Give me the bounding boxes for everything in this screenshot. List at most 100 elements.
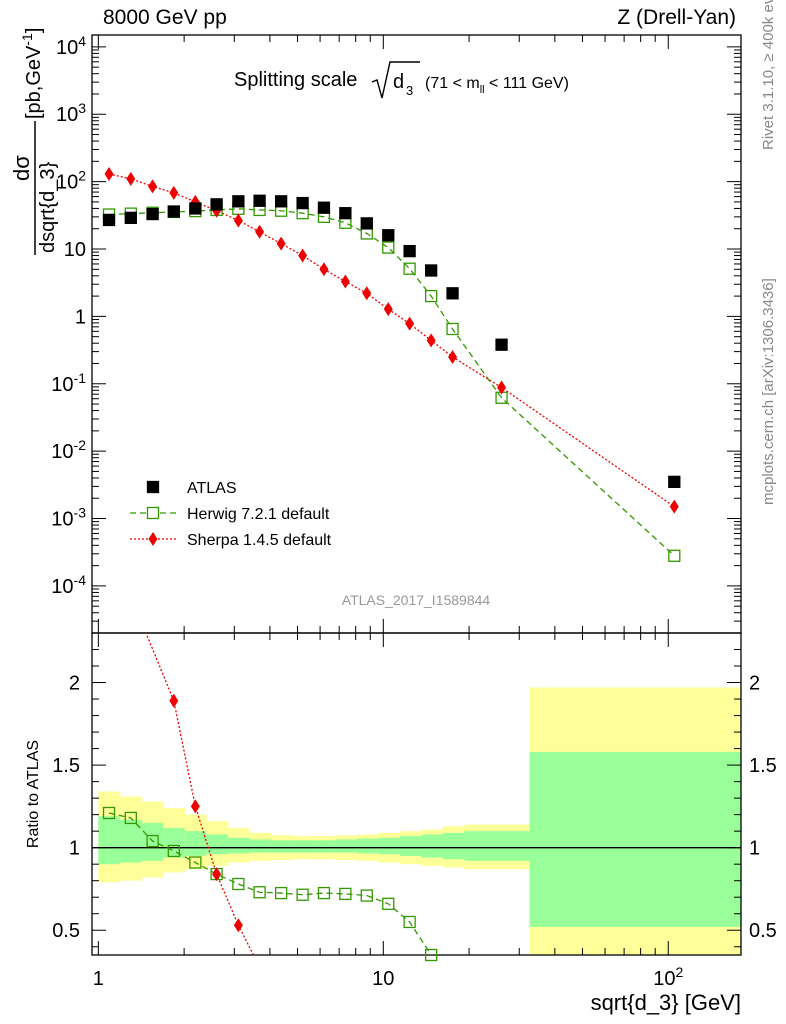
band-inner [529, 751, 741, 927]
y-tick-label: 10-1 [51, 370, 86, 396]
sherpa-point [362, 286, 372, 301]
ratio-sherpa-point [212, 867, 222, 882]
header-right: Z (Drell-Yan) [617, 6, 736, 29]
ratio-sherpa-point [169, 693, 179, 708]
ratio-herwig-point [253, 886, 266, 899]
atlas-point [253, 194, 266, 207]
atlas-point [424, 264, 438, 277]
band-inner [464, 831, 531, 861]
ratio-herwig-point [339, 887, 352, 901]
ratio-herwig-point [317, 886, 331, 900]
band-inner [378, 837, 401, 855]
ratio-y-tick-label-right: 1.5 [749, 755, 777, 777]
y-tick-label: 104 [56, 33, 86, 59]
band-inner [313, 840, 336, 853]
x-tick-label: 102 [653, 964, 683, 990]
legend-herwig-marker [146, 506, 160, 520]
sherpa-point [448, 349, 458, 364]
sherpa-point [426, 333, 436, 348]
band-inner [98, 816, 121, 865]
ratio-sherpa-point [233, 918, 243, 933]
ratio-y-tick-label: 2 [69, 673, 80, 695]
legend-atlas-marker [146, 480, 160, 494]
sherpa-point [255, 224, 265, 239]
y-tick-label: 10-4 [51, 572, 86, 598]
atlas-point [668, 475, 681, 489]
y-tick-label: 1 [75, 306, 86, 328]
atlas-point [339, 207, 352, 220]
band-inner [421, 834, 444, 858]
header-left: 8000 GeV pp [103, 6, 227, 29]
atlas-point [360, 217, 373, 230]
ratio-y-tick-label-right: 2 [749, 673, 760, 695]
y-tick-label: 103 [56, 100, 86, 126]
x-tick-label: 10 [372, 968, 394, 990]
herwig-line [108, 208, 675, 557]
sherpa-point [104, 166, 114, 181]
ratio-y-tick-label: 1 [69, 838, 80, 860]
ratio-sherpa-point [190, 799, 200, 814]
x-tick-label: 1 [93, 968, 104, 990]
band-inner [335, 839, 358, 853]
band-inner [119, 819, 143, 863]
atlas-point [232, 195, 245, 208]
y-label-numerator: dσ [9, 155, 34, 181]
ratio-y-tick-label-right: 0.5 [749, 920, 777, 942]
atlas-point [403, 244, 416, 258]
title-d-subscript: 3 [406, 83, 413, 98]
band-inner [399, 836, 422, 856]
ratio-herwig-point [382, 897, 395, 910]
band-inner [141, 822, 164, 861]
sherpa-point [340, 274, 350, 289]
sherpa-point [497, 380, 507, 395]
sherpa-point [169, 185, 179, 200]
ratio-y-tick-label-right: 1 [749, 838, 760, 860]
band-inner [163, 827, 186, 858]
band-inner [356, 838, 379, 854]
band-inner [206, 834, 229, 855]
sherpa-point [233, 213, 243, 228]
legend-sherpa-marker [148, 532, 158, 546]
atlas-point [274, 195, 288, 208]
band-inner [184, 831, 207, 856]
title-mass-range: (71 < mll < 111 GeV) [425, 75, 569, 96]
atlas-point [102, 213, 116, 227]
y-tick-label: 102 [56, 168, 86, 194]
ratio-bands [98, 687, 741, 955]
herwig-point [424, 289, 438, 303]
y-tick-label: 10-3 [51, 505, 86, 531]
ratio-y-tick-label: 1.5 [52, 755, 80, 777]
sherpa-point [405, 316, 415, 331]
atlas-point [495, 338, 508, 351]
ratio-herwig-point [124, 811, 137, 825]
band-inner [442, 832, 465, 860]
ratio-herwig-point [424, 948, 438, 962]
herwig-point [446, 322, 459, 336]
ratio-herwig-point [403, 915, 416, 929]
atlas-point [296, 196, 309, 210]
ratio-frame [91, 632, 742, 956]
sherpa-point [298, 248, 308, 263]
sherpa-point [148, 179, 158, 194]
ratio-herwig-point [360, 889, 373, 902]
ratio-sherpa-line [145, 633, 255, 955]
legend-label-atlas: ATLAS [187, 480, 237, 497]
ratio-herwig-point [102, 806, 116, 820]
atlas-point [446, 287, 459, 300]
ratio-herwig-point [189, 856, 202, 869]
atlas-point [124, 211, 137, 224]
ratio-herwig-line [108, 812, 432, 955]
ratio-herwig-point [167, 844, 180, 858]
sherpa-point [383, 302, 393, 317]
x-axis-label: sqrt{d_3} [GeV] [591, 990, 741, 1015]
atlas-point [210, 198, 223, 211]
ratio-herwig-point [296, 888, 309, 901]
band-inner [249, 839, 272, 853]
y-axis-label: dσ dsqrt{d_3} [pb,GeV-1] [9, 28, 59, 255]
sherpa-point [319, 262, 329, 277]
herwig-point [403, 262, 416, 275]
ratio-herwig-point [146, 834, 159, 848]
sherpa-point [276, 236, 286, 251]
ratio-herwig-point [232, 877, 245, 891]
